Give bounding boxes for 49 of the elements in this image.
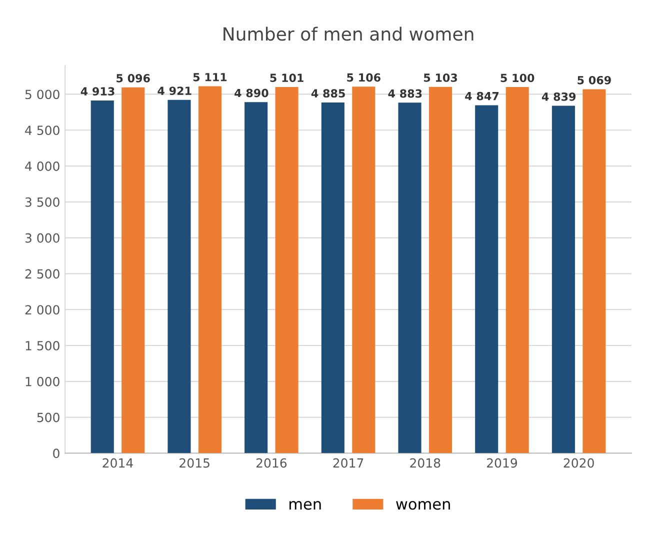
data-label: 4 839 (542, 92, 576, 101)
data-label: 4 885 (311, 89, 345, 98)
bar (244, 102, 268, 454)
y-tick-label: 5 000 (25, 90, 60, 100)
data-label: 5 096 (116, 74, 150, 82)
data-label: 4 890 (234, 88, 268, 98)
x-tick-label: 2017 (333, 458, 364, 468)
y-tick-label: 3 500 (25, 197, 60, 207)
bar (275, 86, 298, 454)
bar (352, 86, 376, 454)
data-label: 5 106 (347, 73, 380, 82)
bar (398, 102, 422, 454)
data-label: 5 101 (270, 74, 304, 82)
y-tick-label: 1 500 (26, 340, 60, 350)
y-tick-label: 2 000 (25, 305, 60, 315)
x-tick-label: 2016 (256, 458, 287, 468)
data-label: 4 847 (465, 92, 499, 100)
x-tick-label: 2015 (180, 458, 210, 468)
bar (90, 100, 114, 454)
y-tick-label: 1 000 (26, 376, 60, 386)
legend-label: women (396, 500, 450, 510)
data-label: 5 069 (578, 76, 611, 84)
bar (168, 100, 191, 454)
y-tick-label: 2 500 (25, 269, 60, 279)
bar (582, 89, 606, 454)
bar (321, 102, 344, 454)
y-tick-label: 0 (53, 448, 60, 458)
bar (552, 106, 575, 454)
chart-title: Number of men and women (224, 26, 474, 41)
legend-label: men (290, 500, 321, 510)
x-tick-label: 2019 (486, 458, 518, 468)
bar (428, 86, 452, 454)
y-tick-label: 4 000 (25, 161, 60, 171)
bar (506, 87, 529, 454)
y-tick-label: 500 (37, 412, 60, 422)
data-label: 5 100 (500, 74, 534, 82)
data-label: 4 883 (388, 89, 422, 98)
x-tick-label: 2020 (564, 458, 594, 468)
bar (122, 87, 145, 454)
bar (198, 86, 222, 454)
data-label: 5 103 (424, 74, 458, 82)
data-label: 5 111 (193, 73, 227, 82)
y-tick-label: 3 000 (25, 233, 60, 243)
data-label: 4 921 (158, 86, 192, 95)
y-tick-label: 4 500 (25, 126, 60, 136)
data-label: 4 913 (80, 87, 114, 96)
x-tick-label: 2018 (410, 458, 440, 468)
x-tick-label: 2014 (102, 458, 133, 468)
bar (475, 105, 498, 454)
